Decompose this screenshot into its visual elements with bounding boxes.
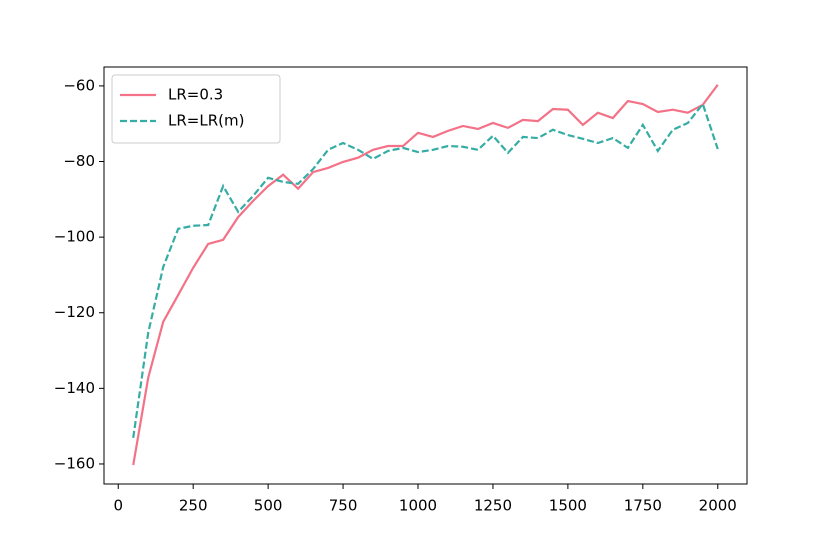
x-tick-label: 0: [113, 497, 123, 515]
y-tick-label: −100: [54, 228, 95, 246]
series-line: [132, 101, 719, 439]
y-tick-label: −80: [63, 152, 95, 170]
x-tick-label: 500: [254, 497, 283, 515]
x-tick-label: 250: [179, 497, 208, 515]
x-tick-label: 1000: [399, 497, 437, 515]
x-tick-label: 2000: [699, 497, 737, 515]
legend-box: [111, 74, 281, 144]
y-tick-label: −60: [63, 76, 95, 94]
y-tick-label: −140: [54, 379, 95, 397]
legend-label: LR=0.3: [168, 86, 223, 104]
series-line: [132, 84, 719, 466]
x-tick-label: 750: [329, 497, 358, 515]
y-tick-label: −120: [54, 303, 95, 321]
y-tick-label: −160: [54, 454, 95, 472]
plot-frame: [103, 66, 748, 485]
x-tick-label: 1250: [474, 497, 512, 515]
x-tick-label: 1750: [624, 497, 662, 515]
legend-label: LR=LR(m): [168, 112, 244, 130]
x-tick-label: 1500: [549, 497, 587, 515]
